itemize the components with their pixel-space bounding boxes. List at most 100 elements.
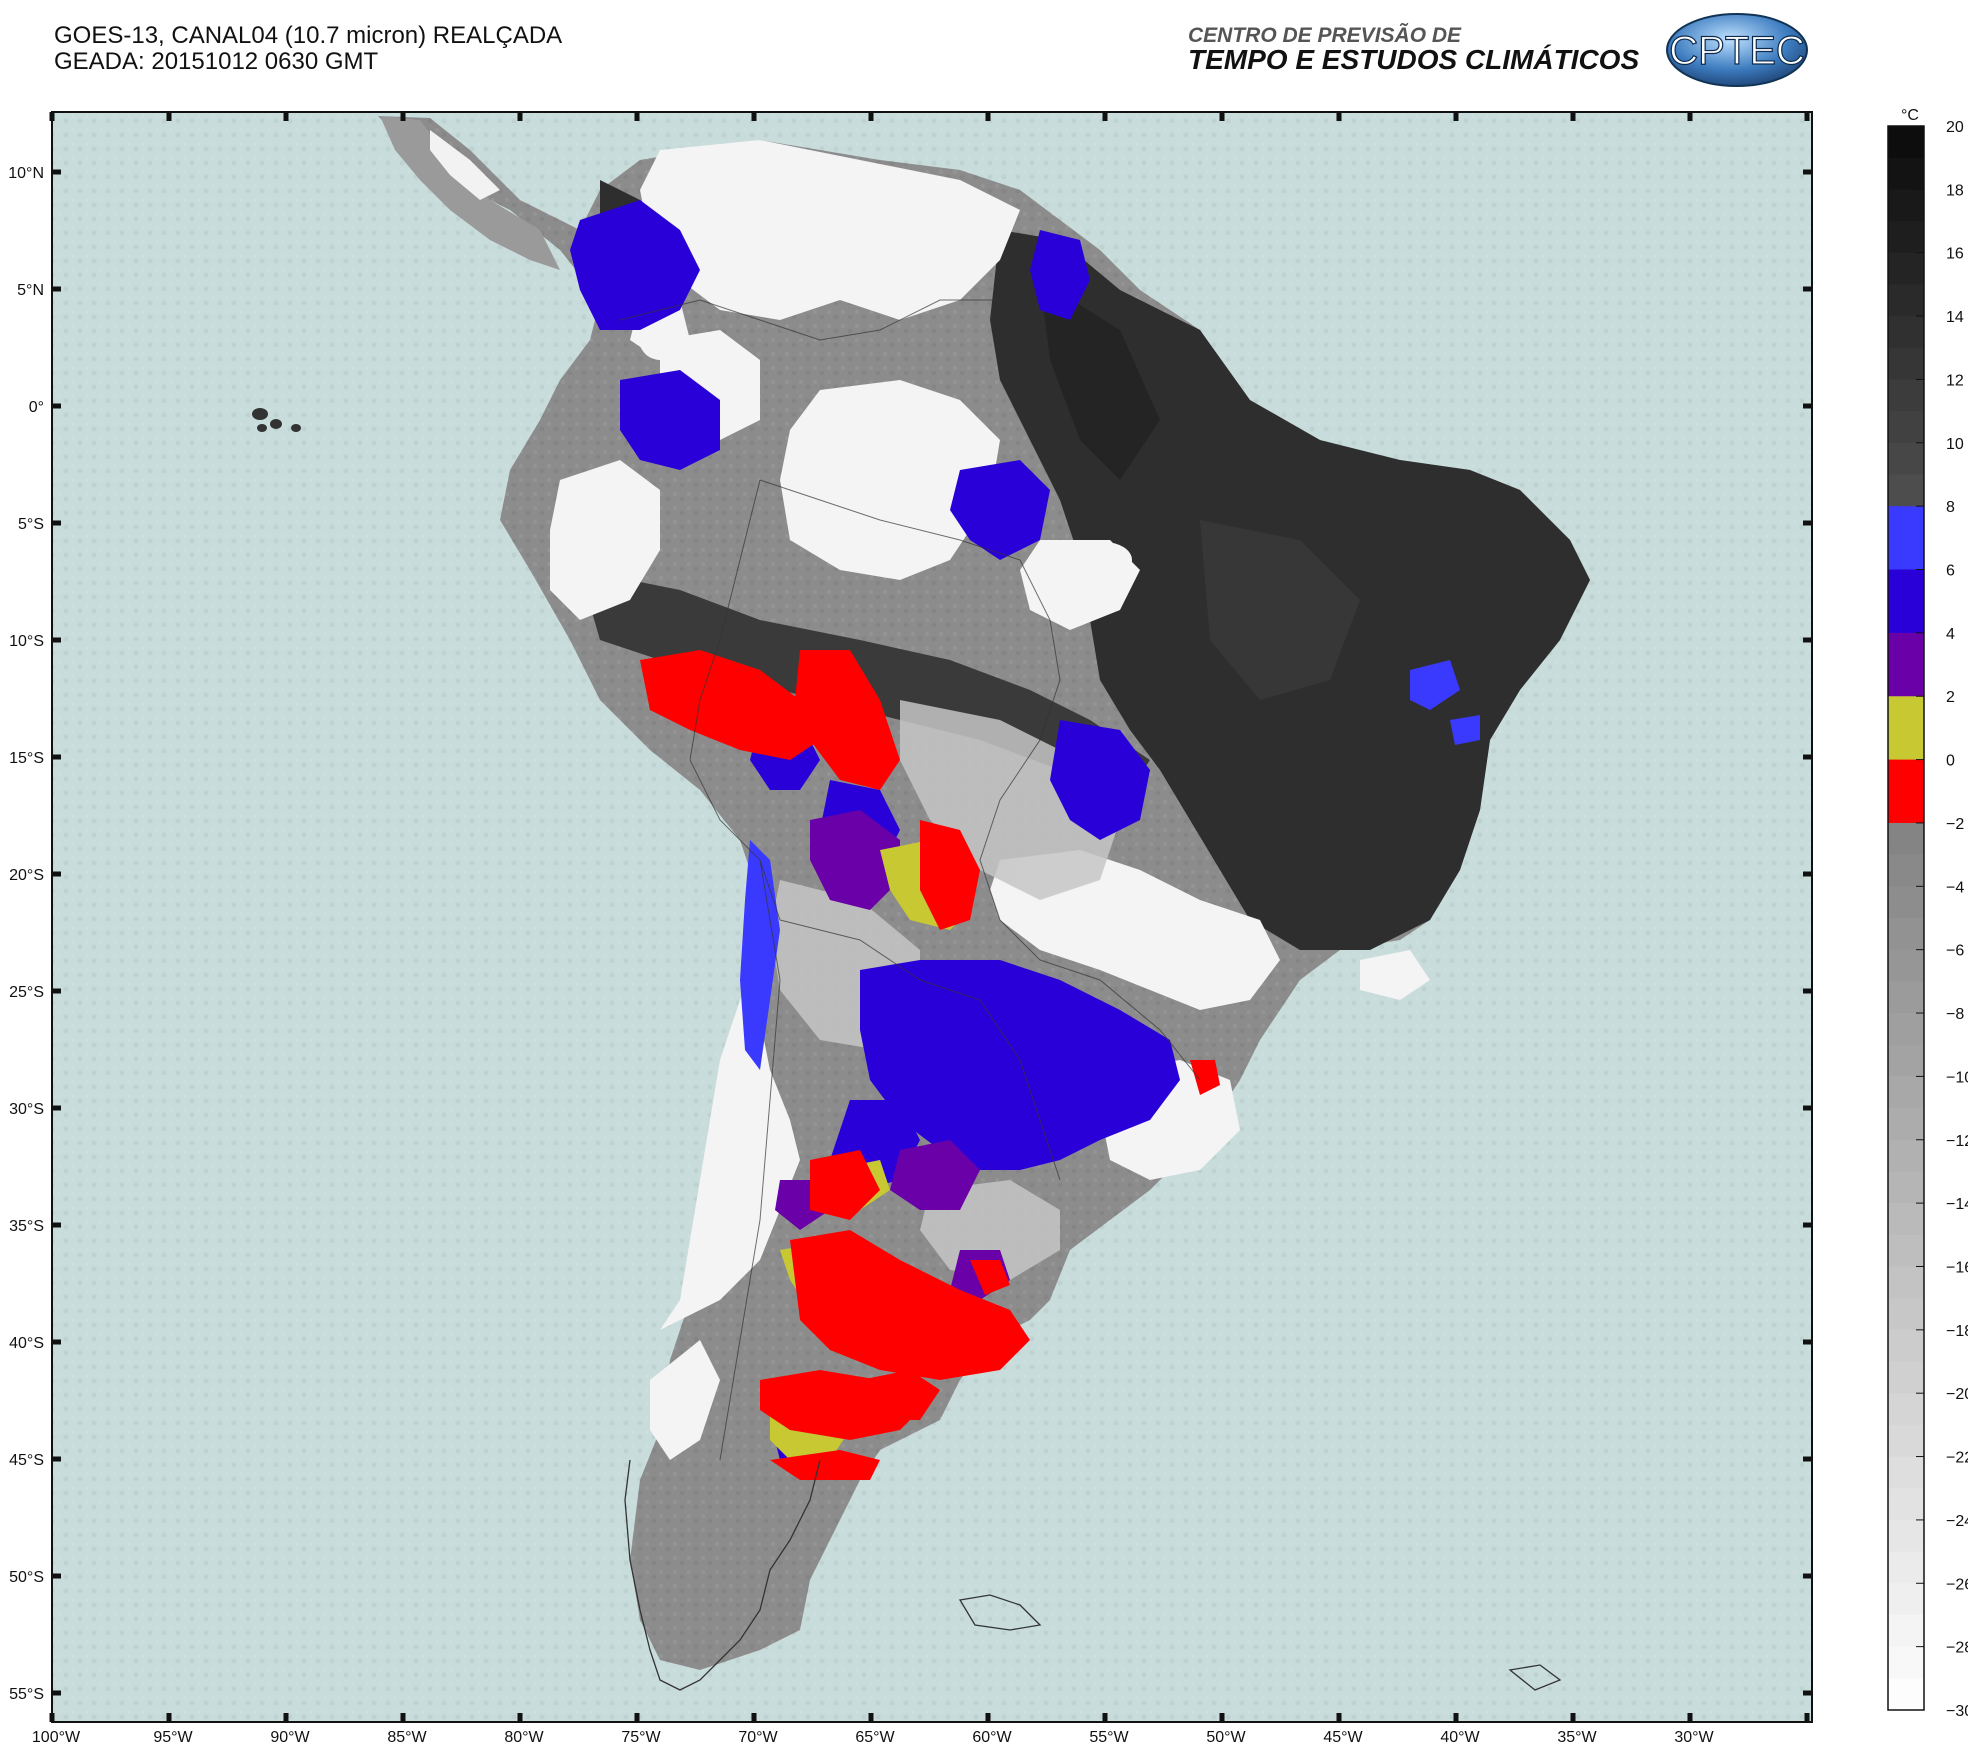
lat-label: 50°S: [9, 1569, 44, 1586]
lat-label: 20°S: [9, 867, 44, 884]
colorbar-label: −2: [1946, 816, 1964, 833]
colorbar-cell: [1888, 379, 1924, 412]
colorbar-cell: [1888, 1393, 1924, 1426]
colorbar-label: −30: [1946, 1703, 1968, 1720]
colorbar-label: −20: [1946, 1386, 1968, 1403]
colorbar-label: −28: [1946, 1640, 1968, 1657]
lon-label: 60°W: [972, 1729, 1012, 1744]
colorbar-cell: [1888, 157, 1924, 190]
colorbar-cell: [1888, 727, 1924, 761]
lon-label: 35°W: [1557, 1729, 1597, 1744]
colorbar-label: 8: [1946, 499, 1955, 516]
colorbar-cell: [1888, 1361, 1924, 1394]
lat-label: 35°S: [9, 1218, 44, 1235]
colorbar-cell: [1888, 1329, 1924, 1363]
colorbar-cell: [1888, 1076, 1924, 1109]
colorbar-label: −24: [1946, 1513, 1968, 1530]
logo-lettering: CPTEC: [1669, 29, 1805, 73]
colorbar-cell: [1888, 632, 1924, 666]
colorbar-cell: [1888, 981, 1924, 1014]
lat-label: 25°S: [9, 984, 44, 1001]
longitude-labels: 100°W 95°W 90°W 85°W 80°W 75°W 70°W 65°W…: [32, 1729, 1715, 1744]
colorbar-cell: [1888, 918, 1924, 951]
colorbar-label: 6: [1946, 563, 1955, 580]
lat-label: 5°S: [18, 516, 44, 533]
lat-label: 45°S: [9, 1452, 44, 1469]
colorbar-label: 12: [1946, 372, 1964, 389]
cold-cloud-tops: [550, 140, 1430, 1460]
country-borders: [619, 299, 1201, 1461]
lon-label: 45°W: [1323, 1729, 1363, 1744]
colorbar-cell: [1888, 1551, 1924, 1584]
colorbar-cell: [1888, 284, 1924, 317]
map-title-line1: GOES-13, CANAL04 (10.7 micron) REALÇADA: [54, 22, 563, 49]
colorbar-cell: [1888, 474, 1924, 507]
lon-label: 40°W: [1440, 1729, 1480, 1744]
lon-label: 80°W: [504, 1729, 544, 1744]
colorbar-cell: [1888, 949, 1924, 982]
colorbar-cell: [1888, 1139, 1924, 1173]
patagonia-outline: [624, 1459, 1562, 1691]
colorbar-cell: [1888, 1234, 1924, 1268]
colorbar-label: −12: [1946, 1133, 1968, 1150]
colorbar-label: −4: [1946, 879, 1964, 896]
colorbar-label: −22: [1946, 1450, 1968, 1467]
lat-label: 0°: [29, 399, 44, 416]
colorbar-cell: [1888, 537, 1924, 571]
colorbar-label: −10: [1946, 1069, 1968, 1086]
map-title-line2: GEADA: 20151012 0630 GMT: [54, 48, 379, 75]
colorbar-label: −16: [1946, 1259, 1968, 1276]
colorbar-cell: [1888, 1013, 1924, 1046]
colorbar-cell: [1888, 1488, 1924, 1521]
colorbar-cell: [1888, 759, 1924, 792]
colorbar-cell: [1888, 822, 1924, 856]
colorbar-cell: [1888, 1646, 1924, 1679]
colorbar-cell: [1888, 252, 1924, 285]
colorbar-label: 4: [1946, 626, 1955, 643]
colorbar-cell: [1888, 1203, 1924, 1236]
colorbar-cell: [1888, 886, 1924, 919]
colorbar-label: 2: [1946, 689, 1955, 706]
lat-label: 30°S: [9, 1101, 44, 1118]
colorbar-cell: [1888, 791, 1924, 824]
colorbar-cell: [1888, 1678, 1924, 1711]
colorbar-cell: [1888, 189, 1924, 222]
colorbar-cell: [1888, 569, 1924, 602]
colorbar-cell: [1888, 442, 1924, 476]
lon-label: 90°W: [270, 1729, 310, 1744]
colorbar-label: 16: [1946, 246, 1964, 263]
lon-label: 30°W: [1674, 1729, 1714, 1744]
colorbar-cell: [1888, 601, 1924, 634]
colorbar-cell: [1888, 506, 1924, 539]
colorbar-label: −8: [1946, 1006, 1964, 1023]
colorbar-cell: [1888, 1519, 1924, 1553]
colorbar-label: 10: [1946, 436, 1964, 453]
colorbar-label: 18: [1946, 182, 1964, 199]
cptec-logo: CPTEC: [1666, 13, 1808, 87]
lon-label: 75°W: [621, 1729, 661, 1744]
colorbar-cell: [1888, 696, 1924, 729]
latitude-labels: 10°N 5°N 0° 5°S 10°S 15°S 20°S 25°S 30°S…: [8, 165, 44, 1703]
colorbar-cell: [1888, 664, 1924, 697]
lat-label: 55°S: [9, 1686, 44, 1703]
lat-label: 5°N: [17, 282, 44, 299]
colorbar-cell: [1888, 1583, 1924, 1616]
lat-label: 40°S: [9, 1335, 44, 1352]
colorbar-label: 14: [1946, 309, 1964, 326]
lon-label: 55°W: [1089, 1729, 1129, 1744]
frame-ticks: [49, 112, 1812, 1722]
lat-label: 10°N: [8, 165, 44, 182]
colorbar: °C 20181614121086420−2−4−6−8−10−12−14−16…: [1887, 107, 1968, 1720]
colorbar-label: 0: [1946, 753, 1955, 770]
colorbar-cell: [1888, 1266, 1924, 1299]
lon-label: 70°W: [738, 1729, 778, 1744]
colorbar-frame: [1887, 125, 1925, 1711]
colorbar-label: −26: [1946, 1576, 1968, 1593]
lat-label: 15°S: [9, 750, 44, 767]
colorbar-cell: [1888, 347, 1924, 381]
lon-label: 50°W: [1206, 1729, 1246, 1744]
colorbar-unit: °C: [1901, 107, 1919, 124]
colorbar-cell: [1888, 411, 1924, 444]
lon-label: 85°W: [387, 1729, 427, 1744]
